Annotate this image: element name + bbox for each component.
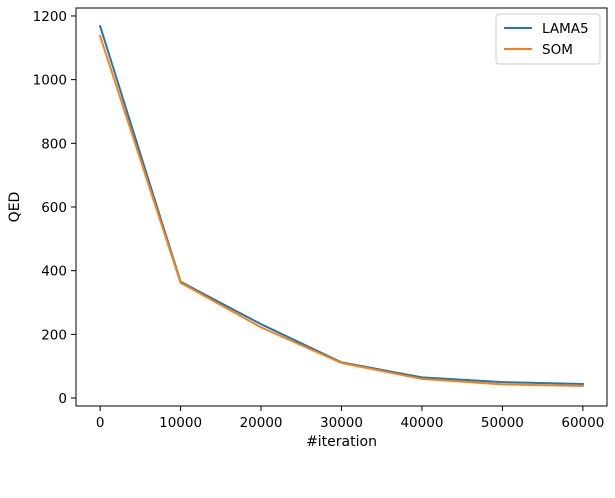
y-tick-label: 600 xyxy=(41,200,67,216)
x-axis: 0 10000 20000 30000 40000 50000 60000 xyxy=(96,406,604,431)
plot-area xyxy=(75,7,608,407)
y-tick-label: 1200 xyxy=(33,9,67,25)
x-axis-title: #iteration xyxy=(306,434,377,450)
x-tick-label: 50000 xyxy=(481,415,524,431)
x-tick-label: 60000 xyxy=(561,415,604,431)
x-tick-label: 40000 xyxy=(400,415,443,431)
y-tick-label: 800 xyxy=(41,136,67,152)
legend: LAMA5 SOM xyxy=(495,13,601,65)
y-tick-label: 400 xyxy=(41,264,67,280)
series-line-lama5 xyxy=(98,24,584,386)
series-line-som xyxy=(98,34,584,387)
x-tick-label: 20000 xyxy=(240,415,283,431)
legend-box xyxy=(495,13,601,65)
y-axis-title: QED xyxy=(7,192,23,223)
legend-label-som: SOM xyxy=(542,42,573,58)
y-axis: 0 200 400 600 800 1000 1200 xyxy=(33,9,76,407)
y-tick-label: 200 xyxy=(41,327,67,343)
y-tick-label: 1000 xyxy=(33,73,67,89)
x-tick-label: 0 xyxy=(96,415,105,431)
y-tick-label: 0 xyxy=(58,391,67,407)
x-tick-label: 10000 xyxy=(159,415,202,431)
x-tick-label: 30000 xyxy=(320,415,363,431)
legend-label-lama5: LAMA5 xyxy=(542,21,589,37)
